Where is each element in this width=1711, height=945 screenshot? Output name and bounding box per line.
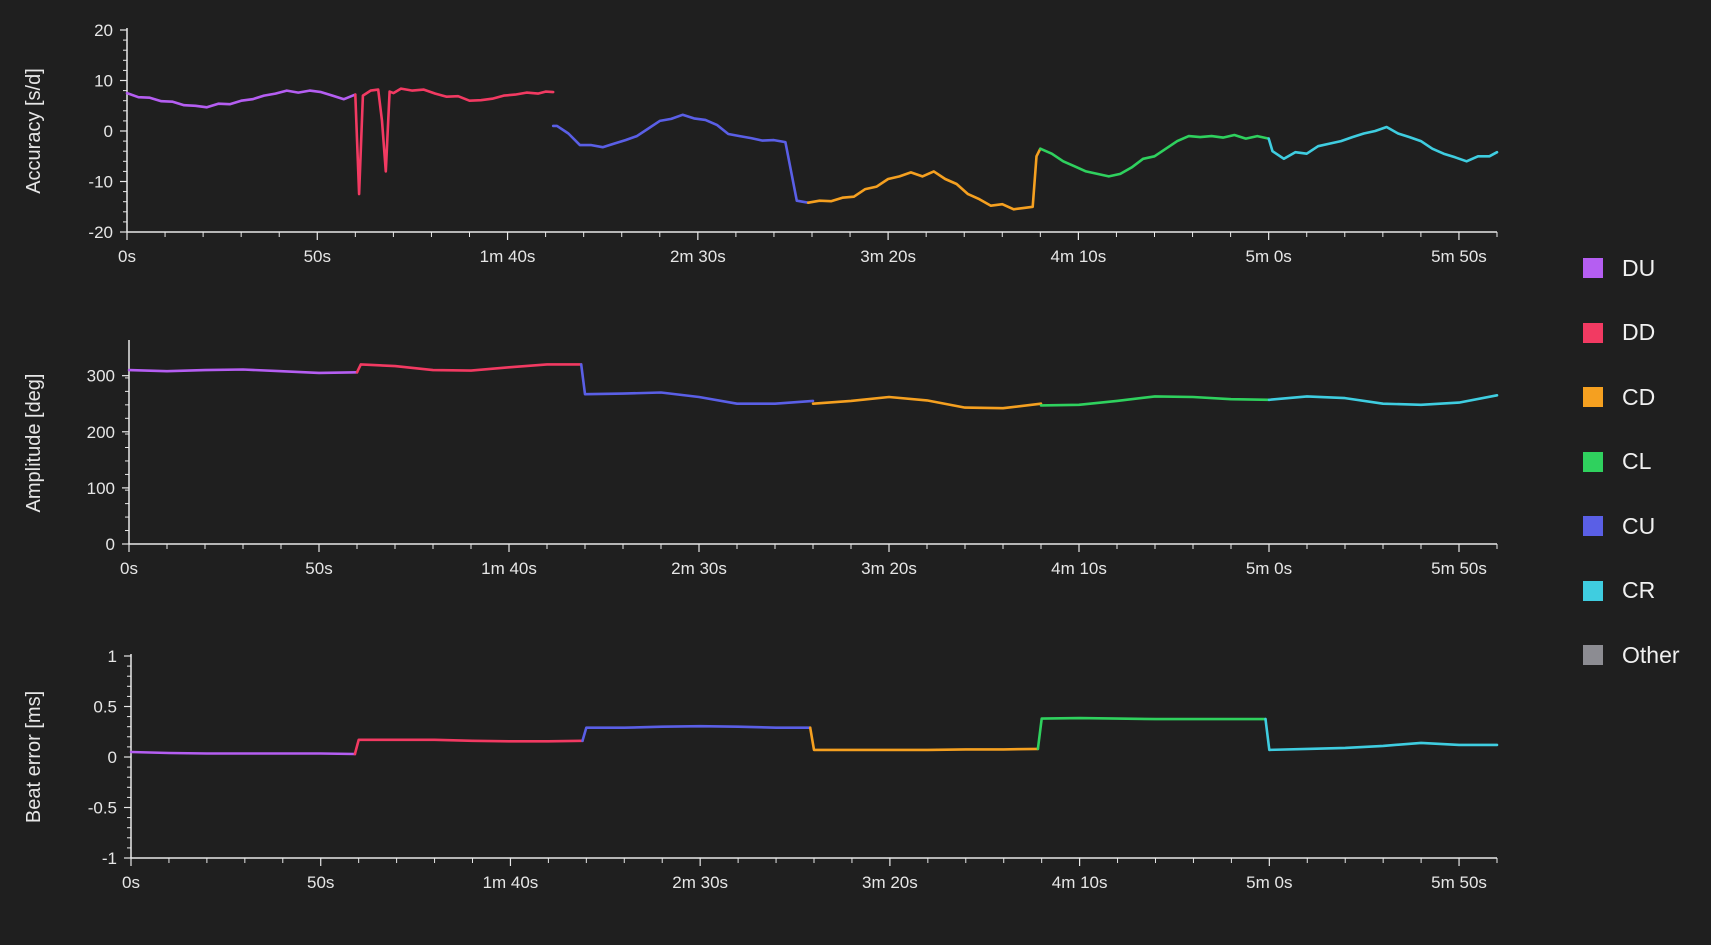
chart-3-y-tick-label: 0 [108,748,117,767]
chart-1-y-tick-label: -10 [88,173,113,192]
chart-3-x-tick-label: 0s [122,873,140,892]
chart-1-series-dd [353,87,555,196]
chart-3-y-tick-label: -0.5 [88,799,117,818]
chart-2-x-tick-label: 1m 40s [481,559,537,578]
chart-3-x-tick-label: 1m 40s [483,873,539,892]
chart-1-x-tick-label: 1m 40s [480,247,536,266]
legend-swatch-dd [1583,322,1603,343]
legend-item-other[interactable]: Other [1583,623,1703,688]
legend-label-cr: CR [1622,577,1656,604]
chart-1-y-tick-label: 0 [104,122,113,141]
legend-label-cu: CU [1622,512,1656,539]
chart-2-x-tick-label: 4m 10s [1051,559,1107,578]
chart-1-y-tick-label: -20 [88,223,113,242]
legend-item-du[interactable]: DU [1583,236,1703,301]
chart-3-series-du [129,750,357,756]
chart-2-x-tick-label: 50s [305,559,332,578]
chart-2-series-du [127,368,359,375]
legend-swatch-cl [1583,451,1603,472]
chart-1-series-cd [806,147,1042,211]
chart-2-y-axis-label: Amplitude [deg] [23,374,45,513]
chart-2-series-cu [579,363,815,406]
chart-1-x-tick-label: 5m 0s [1246,247,1292,266]
chart-3-series-dd [353,738,584,756]
legend-swatch-cu [1583,516,1603,537]
legend-item-dd[interactable]: DD [1583,301,1703,366]
legend: DU DD CD CL CU CR Other [1583,236,1703,688]
chart-3-x-tick-label: 4m 10s [1052,873,1108,892]
chart-2-y-tick-label: 0 [106,535,115,554]
chart-3-y-tick-label: -1 [102,849,117,868]
chart-3-y-tick-label: 0.5 [93,698,117,717]
chart-1-x-tick-label: 4m 10s [1051,247,1107,266]
legend-label-dd: DD [1622,319,1656,346]
legend-label-du: DU [1622,254,1656,281]
chart-2-x-tick-label: 0s [120,559,138,578]
chart-2-y-tick-label: 200 [87,423,115,442]
chart-1-y-axis-label: Accuracy [s/d] [23,68,45,194]
legend-label-other: Other [1622,641,1680,668]
chart-2-y-tick-label: 100 [87,479,115,498]
chart-3-y-tick-label: 1 [108,647,117,666]
chart-1-y-tick-label: 10 [94,72,113,91]
chart-2-series-cr [1267,393,1499,407]
legend-item-cr[interactable]: CR [1583,559,1703,624]
chart-3-y-axis-label: Beat error [ms] [23,691,45,823]
chart-1-series-cl [1039,133,1270,178]
chart-3-series-cu [581,724,812,743]
chart-3-x-tick-label: 50s [307,873,334,892]
chart-3-x-tick-label: 5m 0s [1246,873,1292,892]
chart-2-series-dd [355,363,583,374]
chart-1-x-tick-label: 3m 20s [860,247,916,266]
chart-1-series-cu [551,113,810,204]
chart-2-series-cl [1039,395,1271,407]
legend-swatch-cd [1583,387,1603,408]
chart-2-y-tick-label: 300 [87,367,115,386]
chart-2-x-tick-label: 5m 50s [1431,559,1487,578]
chart-2-x-tick-label: 5m 0s [1246,559,1292,578]
chart-1-x-tick-label: 50s [304,247,331,266]
chart-2-x-tick-label: 3m 20s [861,559,917,578]
chart-1-x-tick-label: 2m 30s [670,247,726,266]
chart-2-x-tick-label: 2m 30s [671,559,727,578]
chart-1-x-tick-label: 0s [118,247,136,266]
chart-1-x-tick-label: 5m 50s [1431,247,1487,266]
legend-swatch-du [1583,258,1603,279]
chart-1-series-cr [1267,125,1499,163]
chart-3-series-cl [1036,716,1267,751]
chart-3-series-cd [808,726,1040,752]
legend-swatch-other [1583,645,1603,666]
legend-swatch-cr [1583,580,1603,601]
chart-3-x-tick-label: 2m 30s [672,873,728,892]
legend-label-cl: CL [1622,448,1652,475]
chart-1-y-tick-label: 20 [94,21,113,40]
legend-item-cl[interactable]: CL [1583,430,1703,495]
legend-item-cd[interactable]: CD [1583,365,1703,430]
chart-1-series-du [125,89,357,109]
legend-label-cd: CD [1622,383,1656,410]
chart-3-x-tick-label: 5m 50s [1431,873,1487,892]
chart-3-series-cr [1264,717,1499,752]
chart-2-series-cd [811,395,1043,410]
legend-item-cu[interactable]: CU [1583,494,1703,559]
chart-3-x-tick-label: 3m 20s [862,873,918,892]
